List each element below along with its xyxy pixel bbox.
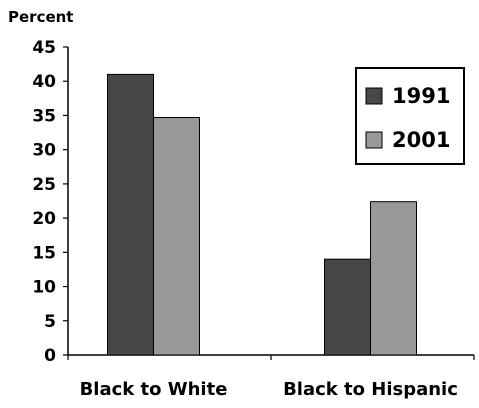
legend-label-2001: 2001 <box>392 128 450 152</box>
y-axis: 0 5 10 15 20 25 30 35 40 45 <box>32 38 69 366</box>
bar-2001-black-to-white <box>153 116 200 356</box>
bars-group <box>107 73 417 356</box>
y-tick-label: 45 <box>32 38 56 58</box>
y-tick-label: 20 <box>32 209 56 229</box>
bar-1991-black-to-white <box>107 73 154 356</box>
y-tick-label: 40 <box>32 72 56 92</box>
legend-label-1991: 1991 <box>392 84 450 108</box>
x-axis: Black to White Black to Hispanic <box>67 354 475 400</box>
y-axis-title: Percent <box>8 8 73 26</box>
legend-swatch-2001 <box>365 131 383 149</box>
legend: 1991 2001 <box>355 67 465 165</box>
y-tick-label: 25 <box>32 175 56 195</box>
x-tick-label: Black to Hispanic <box>283 379 458 400</box>
x-tick-label: Black to White <box>80 379 228 400</box>
bar-1991-black-to-hispanic <box>324 258 371 356</box>
y-tick-label: 0 <box>44 346 56 366</box>
legend-swatch-1991 <box>365 87 383 105</box>
y-tick-label: 35 <box>32 106 56 126</box>
y-tick-label: 15 <box>32 243 56 263</box>
y-tick-label: 30 <box>32 141 56 161</box>
y-tick-label: 10 <box>32 278 56 298</box>
y-tick-label: 5 <box>44 312 56 332</box>
bar-2001-black-to-hispanic <box>370 201 417 356</box>
